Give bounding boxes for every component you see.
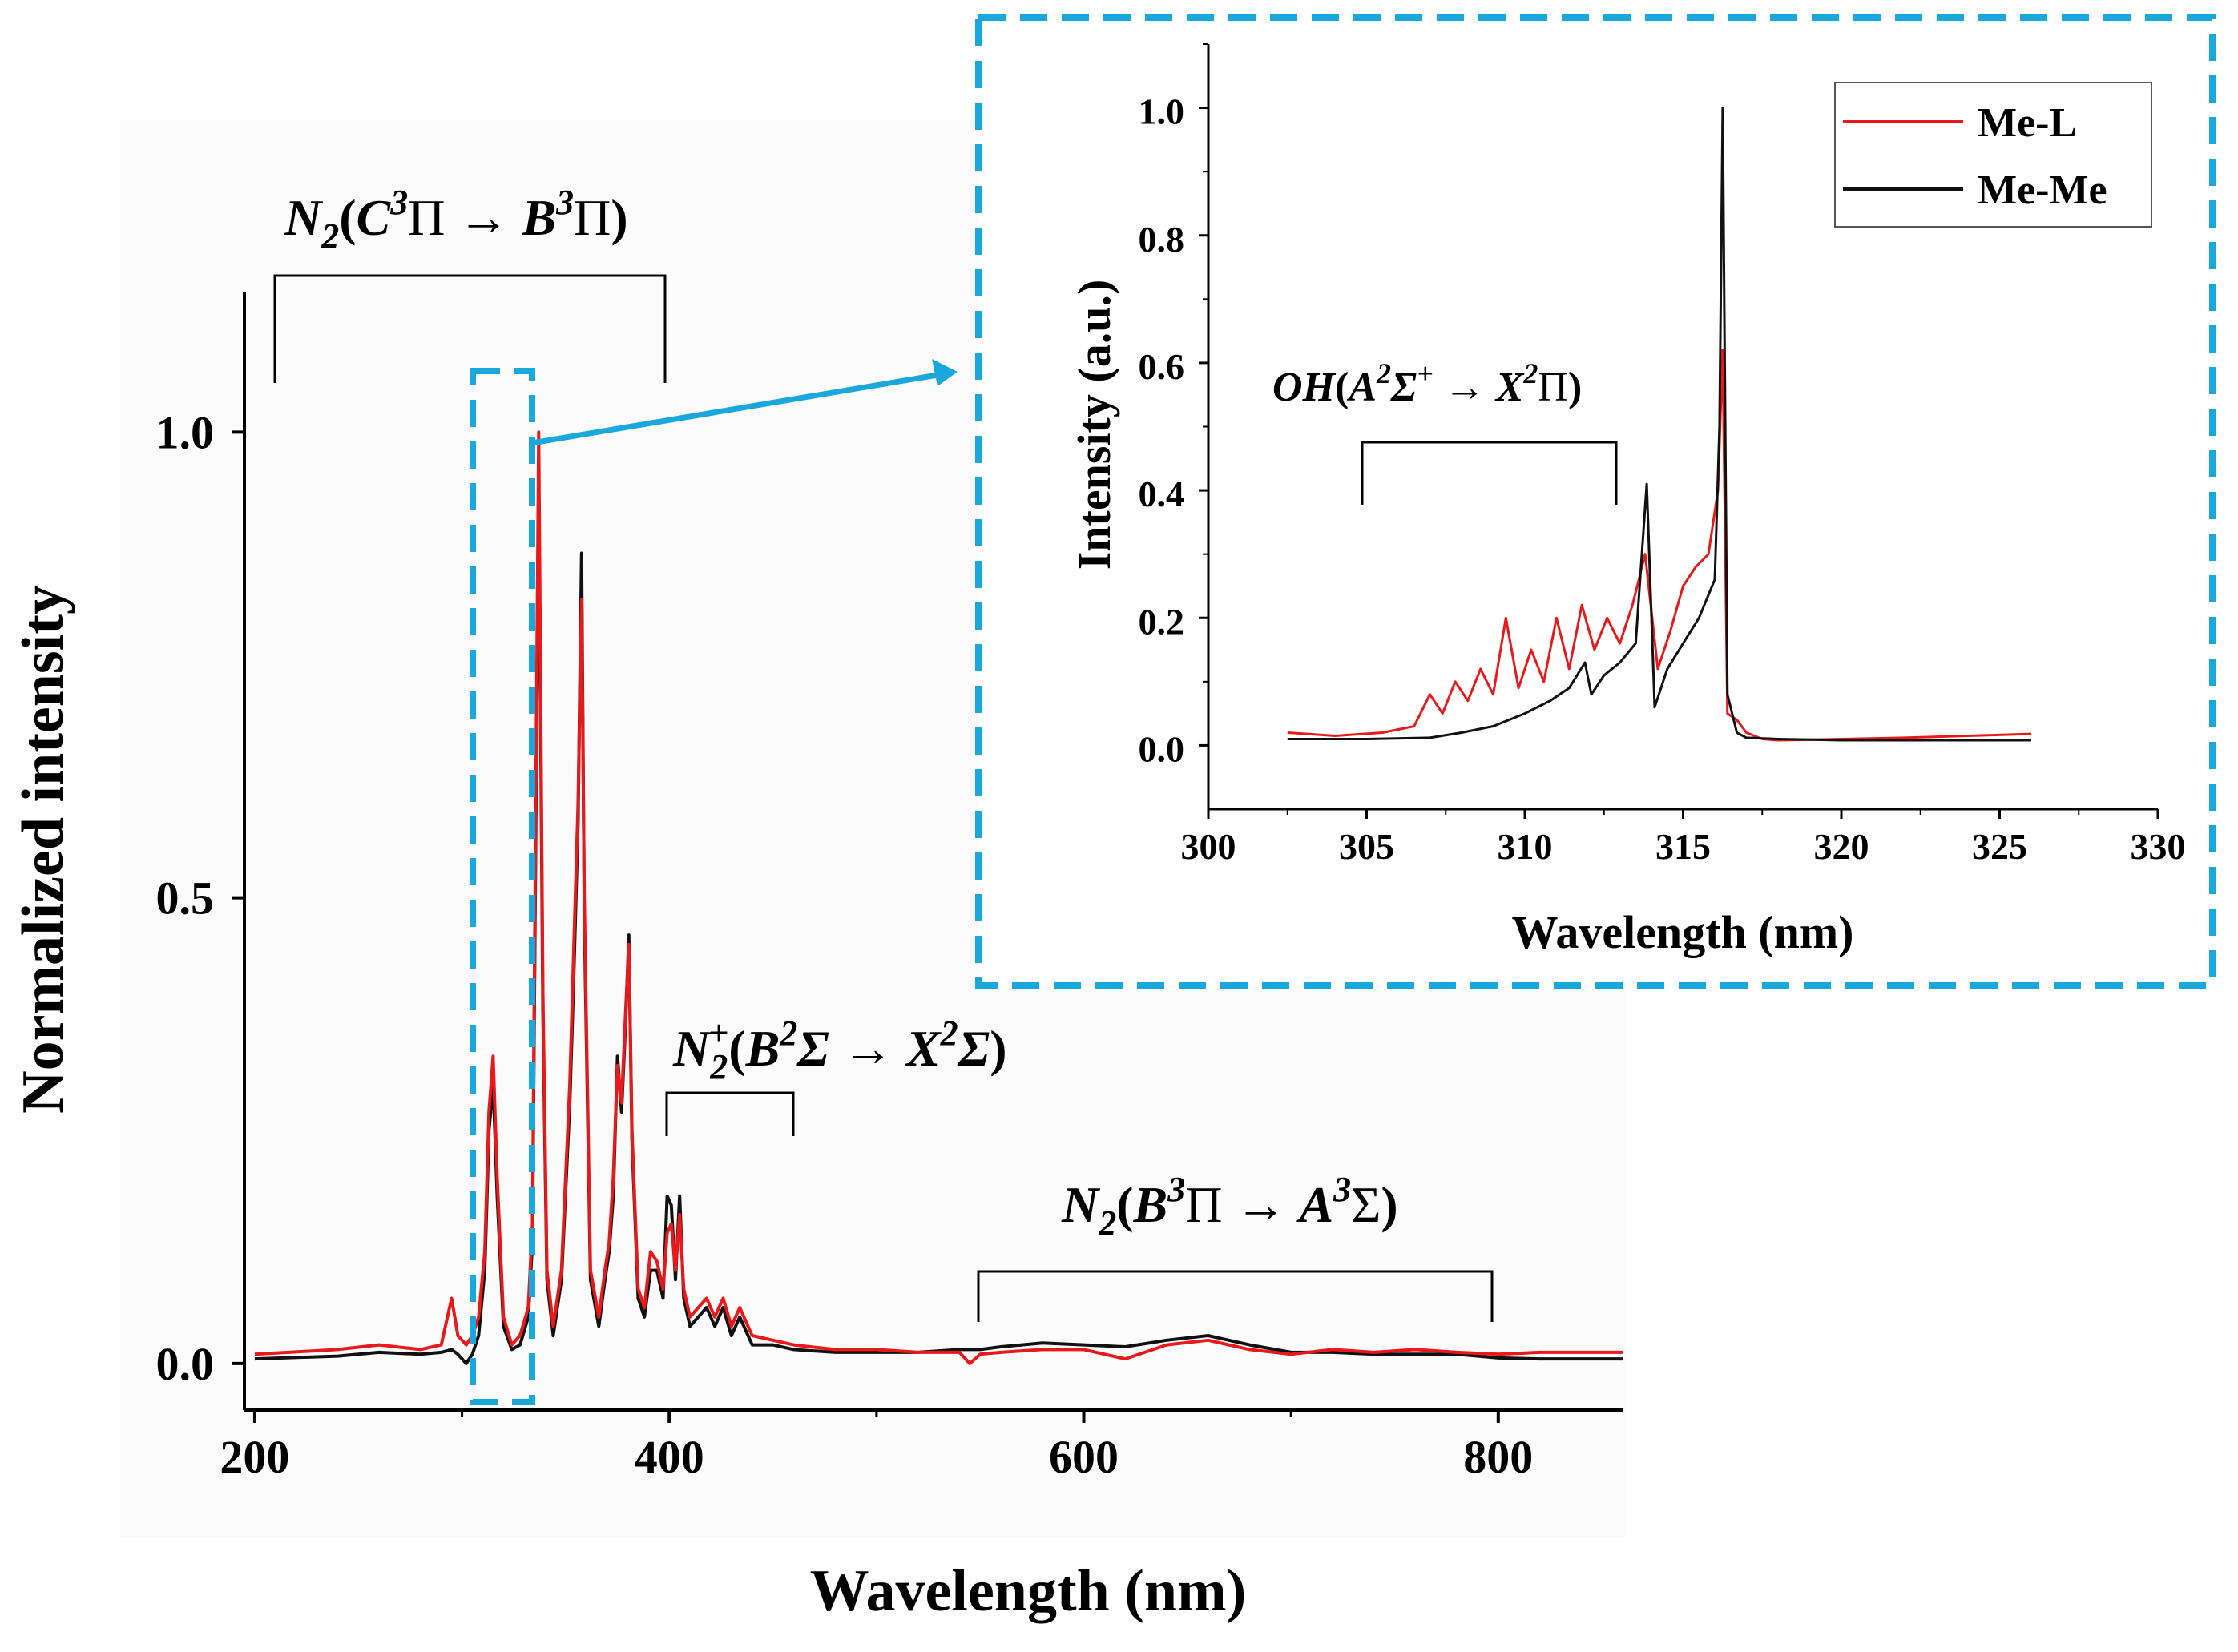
bracket-b-to-a <box>977 1270 1494 1322</box>
main-series-me-l <box>254 430 1623 1365</box>
label-b-to-x: N2+(B2Σ → X2Σ) <box>672 1013 1007 1086</box>
inset-ytick-label: 0.0 <box>1139 728 1185 769</box>
label-b-to-a: N2(B3Π → A3Σ) <box>1061 1170 1398 1243</box>
inset-y-axis-title: Intensity (a.u.) <box>1068 280 1120 570</box>
main-ytick-label: 1.0 <box>156 406 215 458</box>
inset-xtick-label: 315 <box>1655 826 1711 867</box>
main-ytick-label: 0.0 <box>156 1338 215 1390</box>
zoom-arrow-head <box>932 359 958 386</box>
main-xtick-label: 400 <box>635 1431 704 1483</box>
label-c-to-b: N2(C3Π → B3Π) <box>284 183 628 256</box>
inset-xtick-label: 310 <box>1498 826 1553 867</box>
main-xtick-label: 200 <box>220 1431 289 1483</box>
main-chart: 0.0 0.5 1.0 200 400 600 800 Wavelength (nm) N… <box>10 183 1623 1624</box>
inset-series-me-me <box>1287 107 2031 742</box>
inset-xtick-label: 305 <box>1339 826 1394 867</box>
inset-ytick-label: 0.4 <box>1139 473 1185 514</box>
inset-xtick-label: 330 <box>2131 826 2186 867</box>
zoom-arrow <box>531 372 938 446</box>
inset-xtick-label: 320 <box>1814 826 1869 867</box>
inset-ytick-label: 0.2 <box>1139 601 1185 642</box>
bracket-oh <box>1361 441 1618 505</box>
inset-chart: 0.0 0.2 0.4 0.6 0.8 1.0 300 305 310 315 320 325 330… <box>975 14 2216 989</box>
inset-x-axis-title: Wavelength (nm) <box>1512 906 1854 958</box>
label-oh: OH(A2Σ+ → X2Π) <box>1272 357 1582 410</box>
legend-label-me-l: Me-L <box>1978 100 2077 146</box>
legend-box <box>1834 82 2152 228</box>
inset-legend: Me-L Me-Me <box>1834 82 2152 228</box>
inset-xtick-label: 325 <box>1972 826 2027 867</box>
inset-ytick-label: 0.6 <box>1139 346 1185 387</box>
main-ytick-label: 0.5 <box>156 872 215 925</box>
bracket-c-to-b <box>273 274 667 383</box>
inset-xtick-label: 300 <box>1181 826 1236 867</box>
main-xtick-label: 600 <box>1049 1431 1119 1483</box>
inset-ytick-label: 1.0 <box>1139 91 1185 132</box>
bracket-b-to-x <box>665 1091 795 1136</box>
main-y-axis-title: Normalized intensity <box>10 585 76 1114</box>
inset-series-me-l <box>1287 349 2032 742</box>
inset-ytick-label: 0.8 <box>1139 219 1185 260</box>
main-xtick-label: 800 <box>1463 1431 1533 1483</box>
legend-label-me-me: Me-Me <box>1978 167 2107 213</box>
main-x-axis-title: Wavelength (nm) <box>810 1558 1247 1624</box>
